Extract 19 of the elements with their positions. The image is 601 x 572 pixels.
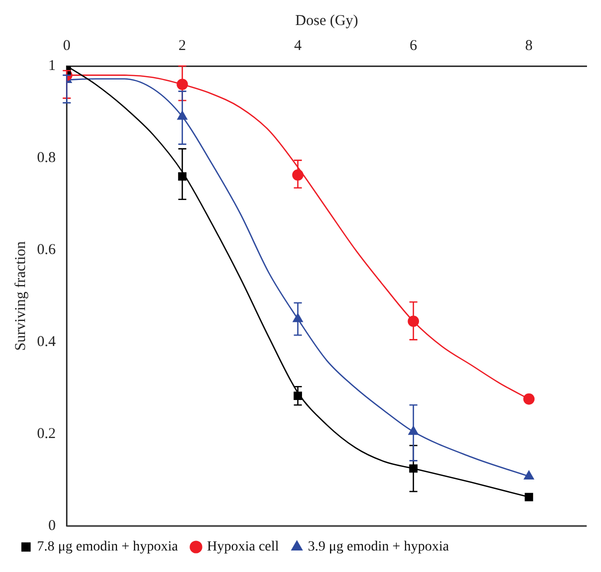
y-tick-label: 0.6	[37, 242, 56, 258]
y-tick-label: 0.2	[37, 426, 56, 442]
point	[523, 393, 535, 405]
x-tick-label: 8	[525, 38, 533, 54]
y-tick-label: 0	[48, 518, 56, 534]
x-tick-label: 4	[294, 38, 302, 54]
x-axis-title: Dose (Gy)	[295, 12, 358, 29]
y-axis-title: Surviving fraction	[12, 240, 29, 351]
legend-label: Hypoxia cell	[207, 540, 280, 555]
legend-label: 7.8 μg emodin + hypoxia	[37, 540, 179, 555]
point	[524, 492, 534, 502]
point	[524, 470, 534, 480]
legend-label: 3.9 μg emodin + hypoxia	[308, 540, 450, 555]
y-tick-label: 0.4	[37, 334, 56, 350]
x-tick-label: 0	[63, 38, 70, 54]
x-tick-label: 2	[178, 38, 186, 54]
y-tick-label: 0.8	[37, 150, 56, 166]
y-tick-label: 1	[48, 58, 56, 74]
x-tick-label: 6	[410, 38, 418, 54]
